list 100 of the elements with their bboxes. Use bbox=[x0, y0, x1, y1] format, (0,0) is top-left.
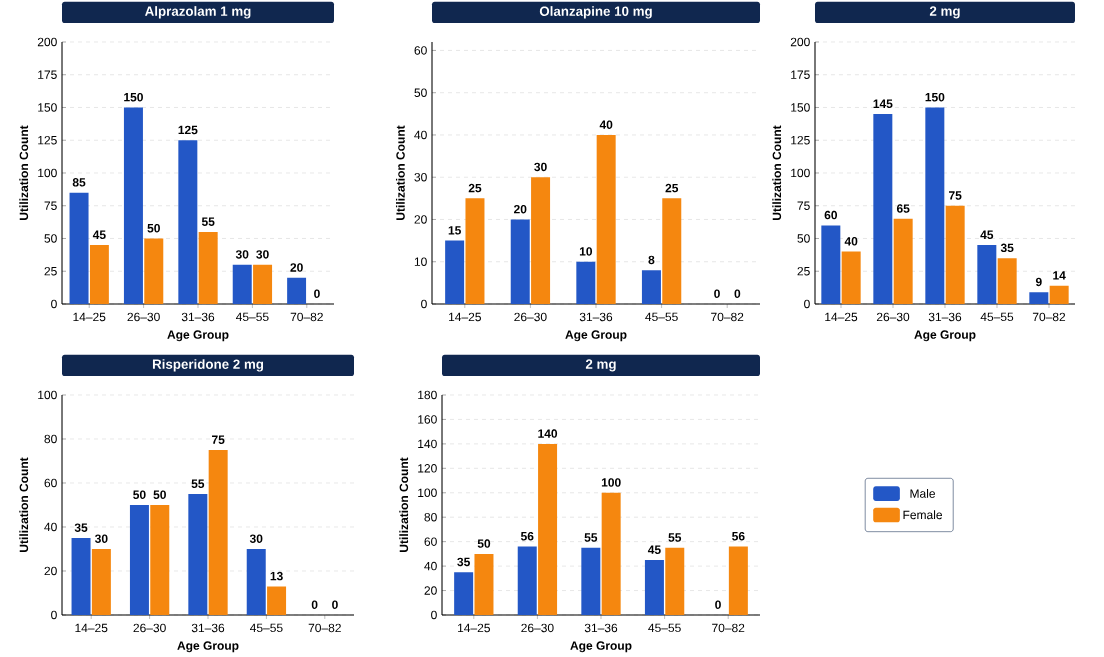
chart-title: Olanzapine 10 mg bbox=[539, 6, 652, 19]
x-tick-label: 26–30 bbox=[127, 312, 160, 322]
x-axis-title: Age Group bbox=[565, 330, 627, 342]
y-tick-label: 0 bbox=[51, 299, 57, 309]
bar bbox=[821, 225, 841, 304]
y-tick-label: 0 bbox=[804, 299, 810, 309]
data-label: 50 bbox=[153, 490, 166, 499]
data-label: 25 bbox=[468, 183, 482, 193]
data-label: 140 bbox=[538, 429, 558, 438]
y-tick-label: 100 bbox=[791, 168, 810, 178]
chart-title: 2 mg bbox=[929, 6, 960, 19]
data-label: 0 bbox=[311, 600, 318, 609]
data-label: 0 bbox=[734, 289, 741, 298]
x-tick-label: 70–82 bbox=[308, 623, 341, 633]
y-tick-label: 140 bbox=[418, 439, 437, 449]
bar bbox=[977, 245, 997, 304]
bar bbox=[1049, 285, 1069, 304]
data-label: 145 bbox=[873, 99, 893, 109]
y-tick-label: 25 bbox=[797, 266, 810, 276]
chart-title: Risperidone 2 mg bbox=[152, 359, 264, 372]
y-tick-label: 25 bbox=[44, 266, 57, 276]
y-tick-label: 80 bbox=[424, 512, 437, 522]
data-label: 65 bbox=[896, 204, 910, 213]
bar bbox=[208, 449, 228, 615]
bar bbox=[873, 114, 893, 304]
bar bbox=[91, 548, 111, 615]
data-label: 50 bbox=[477, 539, 491, 548]
data-label: 15 bbox=[448, 226, 461, 235]
x-axis-title: Age Group bbox=[177, 641, 239, 653]
x-axis-title: Age Group bbox=[914, 330, 976, 342]
y-axis-title: Utilization Count bbox=[19, 125, 29, 220]
data-label: 30 bbox=[256, 250, 269, 259]
bar bbox=[198, 231, 218, 304]
data-label: 85 bbox=[72, 178, 86, 187]
bar bbox=[445, 240, 465, 304]
bar bbox=[576, 261, 596, 304]
y-tick-label: 30 bbox=[414, 172, 427, 182]
x-tick-label: 70–82 bbox=[712, 623, 745, 633]
data-label: 100 bbox=[601, 478, 621, 487]
data-label: 75 bbox=[212, 435, 225, 444]
data-label: 14 bbox=[1053, 271, 1066, 280]
y-tick-label: 75 bbox=[44, 201, 57, 210]
y-tick-label: 50 bbox=[797, 234, 810, 243]
data-label: 55 bbox=[191, 479, 205, 488]
legend-label: Female bbox=[903, 510, 943, 520]
data-label: 50 bbox=[147, 223, 160, 233]
bar bbox=[596, 134, 616, 304]
x-tick-label: 14–25 bbox=[75, 623, 108, 633]
y-tick-label: 200 bbox=[37, 37, 57, 47]
x-axis-title: Age Group bbox=[570, 641, 632, 653]
y-tick-label: 50 bbox=[44, 234, 57, 243]
x-tick-label: 45–55 bbox=[235, 312, 269, 322]
data-label: 0 bbox=[714, 289, 720, 298]
x-tick-label: 31–36 bbox=[584, 623, 618, 633]
y-tick-label: 175 bbox=[791, 70, 810, 79]
y-axis-title: Utilization Count bbox=[395, 125, 405, 220]
data-label: 8 bbox=[648, 255, 655, 265]
data-label: 40 bbox=[599, 120, 613, 129]
x-tick-label: 31–36 bbox=[191, 623, 225, 633]
data-label: 60 bbox=[824, 210, 838, 220]
bar bbox=[287, 277, 307, 304]
x-tick-label: 45–55 bbox=[980, 312, 1014, 322]
y-tick-label: 40 bbox=[44, 522, 57, 532]
y-tick-label: 75 bbox=[797, 201, 810, 210]
data-label: 13 bbox=[270, 571, 283, 581]
data-label: 25 bbox=[665, 183, 679, 193]
data-label: 45 bbox=[92, 230, 106, 240]
bar bbox=[510, 219, 530, 304]
bar bbox=[178, 140, 198, 304]
y-tick-label: 100 bbox=[38, 168, 57, 178]
x-tick-label: 14–25 bbox=[73, 312, 106, 322]
bar bbox=[246, 548, 266, 615]
y-tick-label: 40 bbox=[424, 561, 437, 571]
bar bbox=[728, 546, 748, 615]
bar bbox=[531, 177, 551, 304]
data-label: 10 bbox=[579, 247, 593, 256]
y-axis-title: Utilization Count bbox=[399, 457, 409, 552]
x-tick-label: 45–55 bbox=[249, 623, 283, 633]
bar bbox=[474, 553, 494, 615]
bar bbox=[1029, 292, 1049, 304]
y-tick-label: 180 bbox=[418, 390, 437, 400]
data-label: 20 bbox=[290, 263, 303, 272]
x-tick-label: 70–82 bbox=[711, 312, 744, 322]
legend-label: Male bbox=[910, 488, 936, 498]
x-tick-label: 26–30 bbox=[133, 623, 166, 633]
bar bbox=[123, 107, 143, 304]
bar bbox=[188, 493, 208, 615]
bar bbox=[841, 251, 861, 304]
data-label: 35 bbox=[457, 557, 470, 567]
y-axis-title: Utilization Count bbox=[19, 457, 29, 552]
x-tick-label: 14–25 bbox=[449, 312, 481, 322]
y-tick-label: 10 bbox=[414, 257, 427, 266]
data-label: 0 bbox=[715, 600, 721, 609]
y-tick-label: 40 bbox=[414, 130, 427, 140]
y-tick-label: 60 bbox=[424, 537, 437, 546]
bar bbox=[601, 492, 621, 615]
y-tick-label: 20 bbox=[414, 215, 427, 224]
bar bbox=[641, 270, 661, 304]
data-label: 30 bbox=[94, 534, 108, 543]
data-label: 55 bbox=[201, 217, 215, 226]
